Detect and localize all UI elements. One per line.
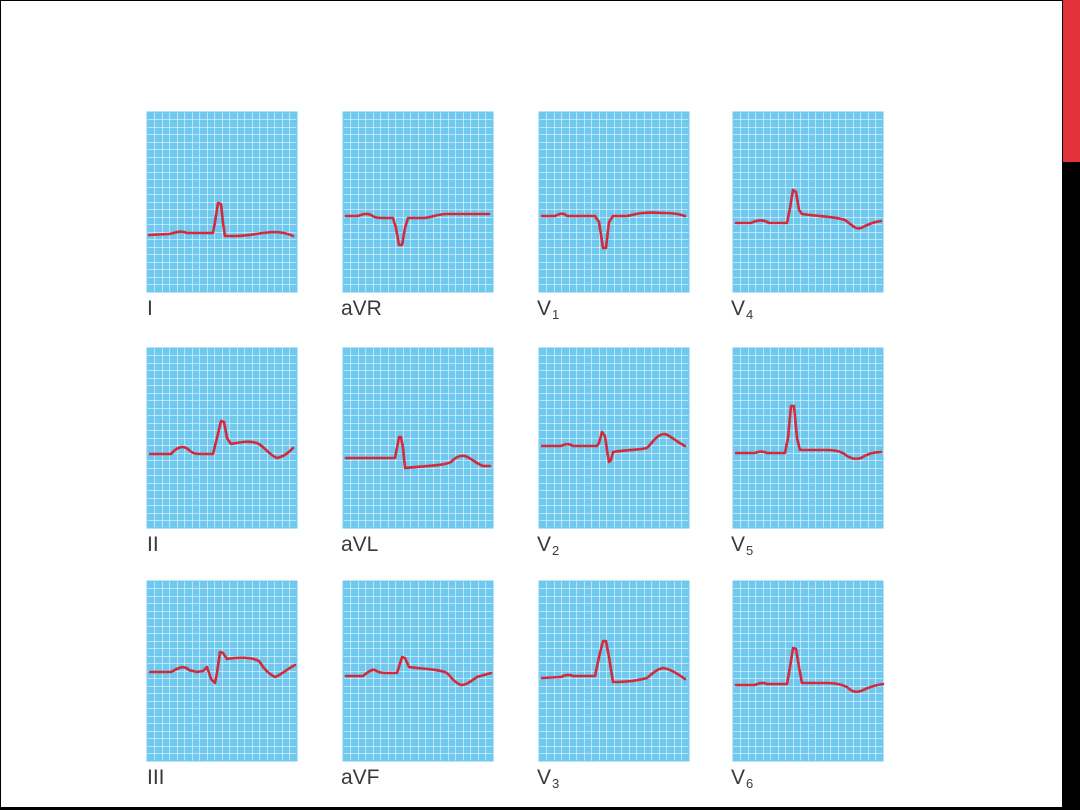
- ecg-grid-v2: [538, 347, 690, 529]
- ecg-panel-avf: [342, 580, 494, 762]
- ecg-panel-i: [146, 111, 298, 293]
- lead-label-i: I: [147, 297, 153, 320]
- lead-label-v1: V1: [537, 297, 560, 322]
- ecg-trace-avf: [344, 655, 493, 687]
- ecg-panel-v2: [538, 347, 690, 529]
- ecg-grid-v3: [538, 580, 690, 762]
- lead-label-v4: V4: [731, 297, 754, 322]
- lead-label-v6: V6: [731, 766, 754, 791]
- ecg-trace-ii: [148, 419, 295, 460]
- ecg-trace-v5: [734, 404, 883, 461]
- ecg-trace-v4: [734, 188, 883, 230]
- ecg-grid-v6: [732, 580, 884, 762]
- ecg-grid-v1: [538, 111, 690, 293]
- ecg-grid-i: [146, 111, 298, 293]
- ecg-grid-v5: [732, 347, 884, 529]
- ecg-panel-avl: [342, 347, 494, 529]
- ecg-panels: [146, 111, 885, 762]
- lead-label-v5: V5: [731, 533, 754, 558]
- ecg-trace-avl: [344, 435, 492, 470]
- accent-bar: [1063, 0, 1080, 162]
- lead-label-avl: aVL: [341, 533, 379, 556]
- ecg-trace-v3: [540, 639, 687, 684]
- ecg-panel-v6: [732, 580, 885, 762]
- ecg-panel-v5: [732, 347, 884, 529]
- ecg-trace-v1: [540, 211, 687, 250]
- ecg-panel-v3: [538, 580, 690, 762]
- lead-label-v3: V3: [537, 766, 560, 791]
- ecg-panel-ii: [146, 347, 298, 529]
- ecg-panel-v4: [732, 111, 884, 293]
- ecg-panel-iii: [146, 580, 298, 762]
- lead-label-avf: aVF: [341, 766, 380, 789]
- lead-label-ii: II: [147, 533, 159, 556]
- ecg-trace-v2: [540, 430, 687, 464]
- ecg-grid-avr: [342, 111, 494, 293]
- ecg-grid-avl: [342, 347, 494, 529]
- ecg-panel-avr: [342, 111, 494, 293]
- ecg-trace-avr: [344, 212, 491, 247]
- ecg-grid-avf: [342, 580, 494, 762]
- ecg-grid-ii: [146, 347, 298, 529]
- ecg-trace-v6: [734, 646, 885, 694]
- ecg-grid-v4: [732, 111, 884, 293]
- lead-label-v2: V2: [537, 533, 560, 558]
- ecg-trace-iii: [148, 650, 297, 685]
- ecg-panel-v1: [538, 111, 690, 293]
- lead-label-iii: III: [147, 766, 165, 789]
- lead-label-avr: aVR: [341, 297, 382, 320]
- ecg-trace-i: [147, 201, 295, 238]
